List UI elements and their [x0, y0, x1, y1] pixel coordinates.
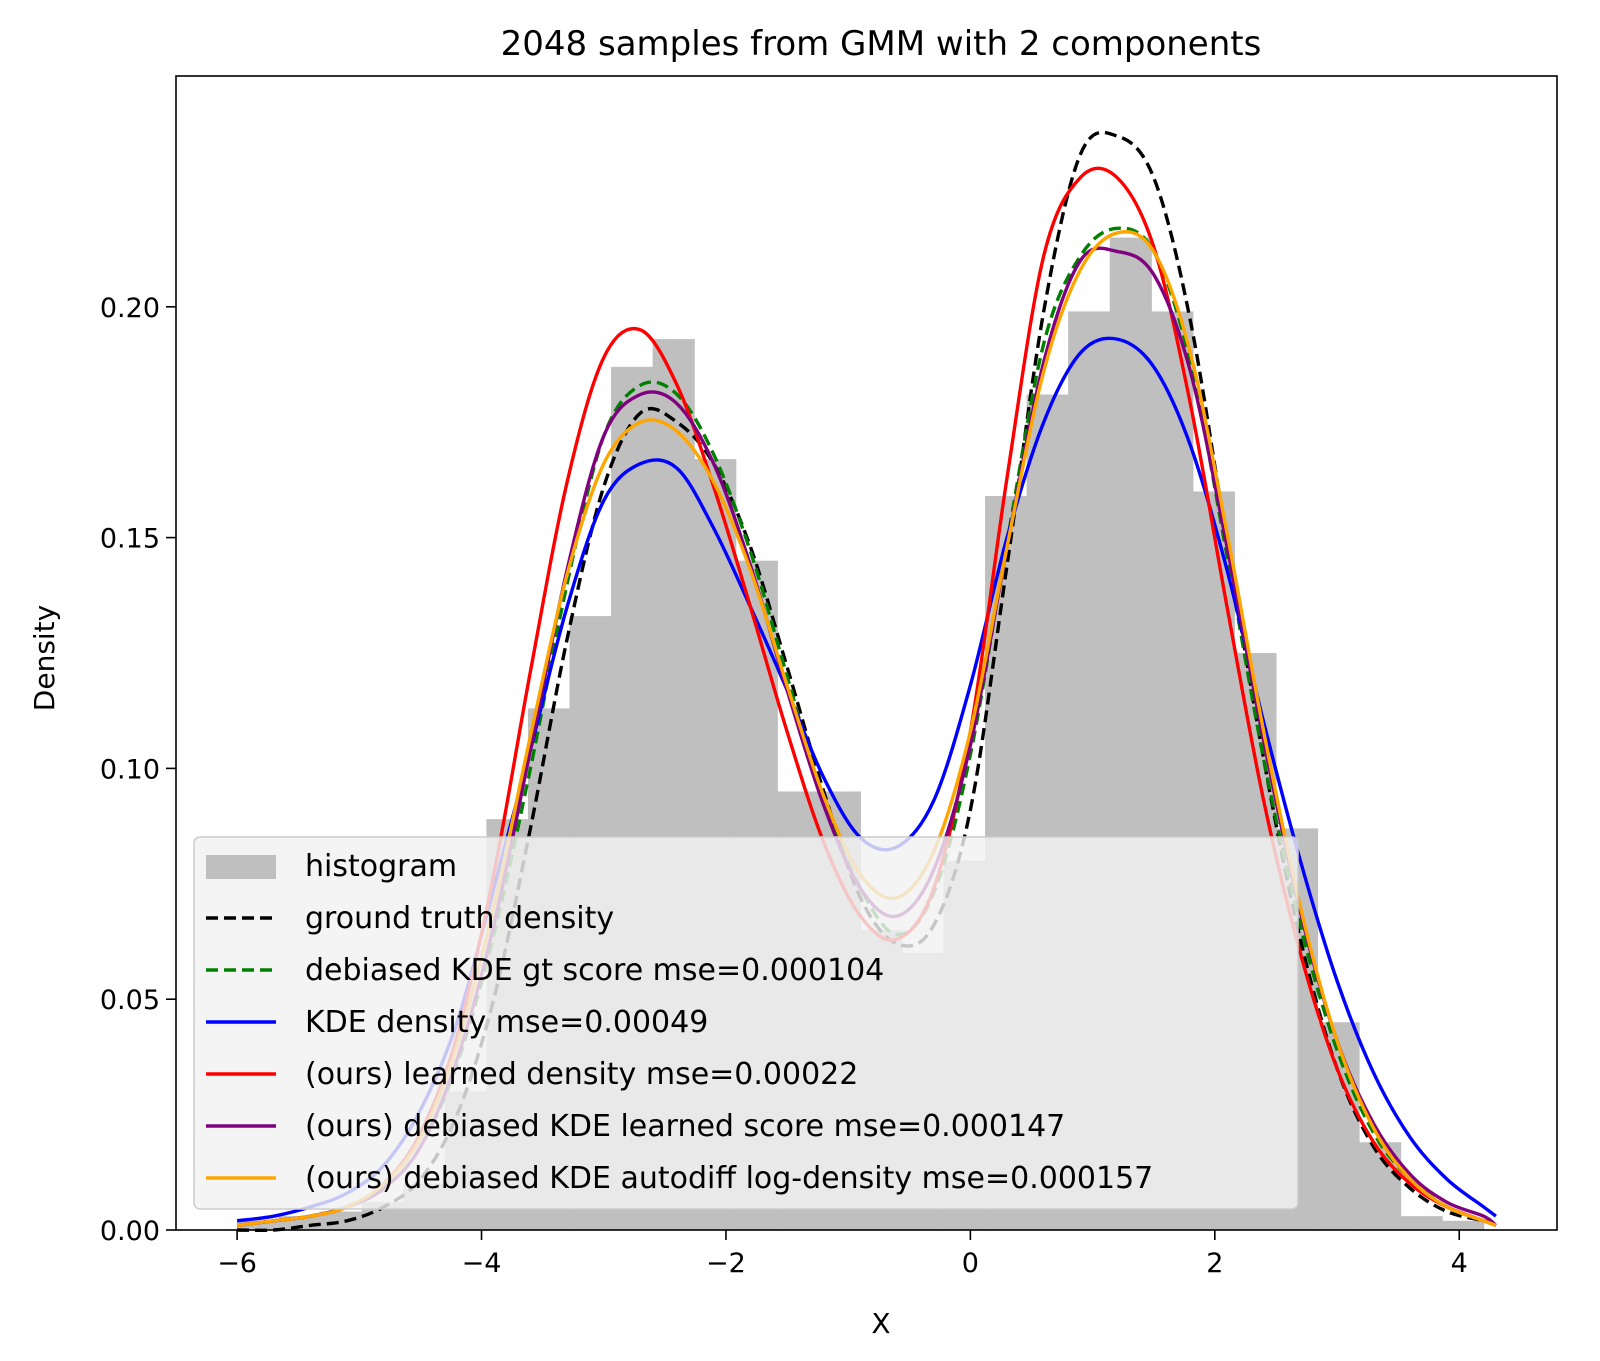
y-tick-label: 0.15: [100, 524, 160, 555]
legend-entry: debiased KDE gt score mse=0.000104: [206, 953, 884, 988]
legend-entry: KDE density mse=0.00049: [206, 1005, 708, 1040]
x-tick-label: −4: [462, 1248, 502, 1279]
x-tick-label: 2: [1206, 1248, 1223, 1279]
legend-entry: (ours) debiased KDE learned score mse=0.…: [206, 1109, 1065, 1144]
legend-label: ground truth density: [305, 901, 614, 936]
y-axis-ticks: 0.00 0.05 0.10 0.15 0.20: [100, 293, 176, 1247]
histogram-bar: [1317, 1022, 1360, 1230]
y-tick-label: 0.05: [100, 985, 160, 1016]
x-axis-label: X: [871, 1307, 890, 1340]
chart-title: 2048 samples from GMM with 2 components: [501, 24, 1262, 64]
x-tick-label: 4: [1451, 1248, 1468, 1279]
histogram-bar: [320, 1211, 363, 1230]
histogram-bar: [1442, 1220, 1485, 1230]
x-axis-ticks: −6 −4 −2 0 2 4: [217, 1230, 1468, 1279]
legend-label: (ours) learned density mse=0.00022: [305, 1057, 858, 1092]
legend-label: debiased KDE gt score mse=0.000104: [305, 953, 884, 988]
x-tick-label: −6: [217, 1248, 257, 1279]
legend-label: (ours) debiased KDE autodiff log-density…: [305, 1161, 1153, 1196]
y-axis-label: Density: [28, 605, 61, 711]
histogram-bar: [237, 1220, 280, 1230]
legend-frame: [193, 836, 1299, 1210]
legend-entry: (ours) learned density mse=0.00022: [206, 1057, 858, 1092]
histogram-bar: [1400, 1216, 1443, 1230]
x-tick-label: 0: [962, 1248, 979, 1279]
x-tick-label: −2: [706, 1248, 746, 1279]
legend-swatch: [206, 855, 276, 879]
legend-label: KDE density mse=0.00049: [305, 1005, 708, 1040]
y-tick-label: 0.10: [100, 754, 160, 785]
axes-frame: [175, 75, 1558, 1231]
legend-entry: histogram: [206, 849, 457, 884]
legend-items: histogram ground truth density debiased KD…: [206, 849, 1153, 1196]
y-tick-label: 0.20: [100, 293, 160, 324]
legend-label: histogram: [305, 849, 457, 884]
legend: histogram ground truth density debiased KD…: [193, 836, 1299, 1210]
y-tick-label: 0.00: [100, 1216, 160, 1247]
legend-entry: ground truth density: [206, 901, 614, 936]
legend-entry: (ours) debiased KDE autodiff log-density…: [206, 1161, 1153, 1196]
legend-label: (ours) debiased KDE learned score mse=0.…: [305, 1109, 1065, 1144]
